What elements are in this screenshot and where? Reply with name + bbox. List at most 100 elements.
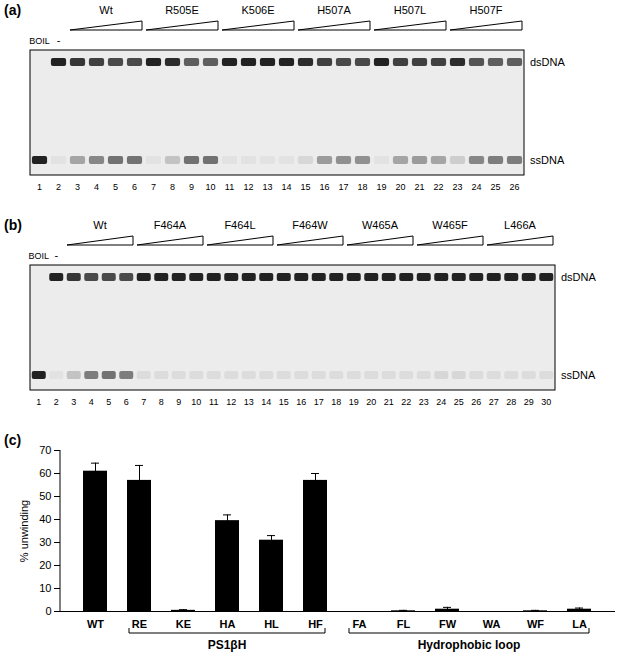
svg-text:7: 7 [151, 182, 156, 192]
svg-text:17: 17 [314, 397, 324, 407]
svg-text:27: 27 [489, 397, 499, 407]
svg-text:H507F: H507F [469, 4, 502, 16]
svg-text:-: - [57, 34, 61, 46]
svg-text:25: 25 [454, 397, 464, 407]
svg-text:14: 14 [261, 397, 271, 407]
svg-text:K506E: K506E [241, 4, 274, 16]
svg-text:14: 14 [281, 182, 291, 192]
svg-text:F464A: F464A [154, 219, 187, 231]
svg-text:26: 26 [509, 182, 519, 192]
svg-text:22: 22 [433, 182, 443, 192]
svg-text:19: 19 [349, 397, 359, 407]
svg-text:HL: HL [264, 618, 279, 630]
svg-text:23: 23 [419, 397, 429, 407]
svg-text:30: 30 [39, 536, 51, 548]
svg-text:W465A: W465A [362, 219, 399, 231]
svg-text:WT: WT [87, 618, 104, 630]
svg-text:24: 24 [471, 182, 481, 192]
svg-text:21: 21 [384, 397, 394, 407]
svg-text:F464W: F464W [292, 219, 328, 231]
svg-text:3: 3 [71, 397, 76, 407]
svg-text:3: 3 [75, 182, 80, 192]
svg-text:RE: RE [132, 618, 147, 630]
svg-text:4: 4 [94, 182, 99, 192]
svg-text:Hydrophobic loop: Hydrophobic loop [418, 638, 521, 652]
svg-text:WA: WA [483, 618, 501, 630]
svg-text:% unwinding: % unwinding [18, 500, 30, 562]
svg-text:13: 13 [244, 397, 254, 407]
svg-text:10: 10 [205, 182, 215, 192]
svg-text:FL: FL [397, 618, 411, 630]
svg-text:ssDNA: ssDNA [561, 369, 596, 381]
svg-text:5: 5 [113, 182, 118, 192]
svg-text:7: 7 [141, 397, 146, 407]
svg-text:50: 50 [39, 490, 51, 502]
svg-text:FW: FW [439, 618, 457, 630]
svg-text:12: 12 [243, 182, 253, 192]
svg-text:26: 26 [471, 397, 481, 407]
svg-text:23: 23 [452, 182, 462, 192]
svg-text:H507L: H507L [394, 4, 426, 16]
svg-text:30: 30 [541, 397, 551, 407]
svg-text:40: 40 [39, 513, 51, 525]
svg-text:dsDNA: dsDNA [530, 56, 566, 68]
svg-text:17: 17 [338, 182, 348, 192]
svg-text:24: 24 [436, 397, 446, 407]
svg-text:KE: KE [176, 618, 191, 630]
svg-text:20: 20 [395, 182, 405, 192]
svg-text:29: 29 [524, 397, 534, 407]
svg-text:18: 18 [357, 182, 367, 192]
svg-text:F464L: F464L [224, 219, 255, 231]
svg-text:16: 16 [319, 182, 329, 192]
svg-text:20: 20 [366, 397, 376, 407]
svg-text:2: 2 [56, 182, 61, 192]
svg-text:6: 6 [124, 397, 129, 407]
svg-text:BOIL: BOIL [28, 251, 49, 261]
svg-text:HF: HF [308, 618, 323, 630]
svg-text:R505E: R505E [165, 4, 199, 16]
svg-text:dsDNA: dsDNA [561, 271, 597, 283]
svg-text:0: 0 [45, 605, 51, 617]
svg-text:1: 1 [37, 182, 42, 192]
svg-text:21: 21 [414, 182, 424, 192]
svg-text:Wt: Wt [99, 4, 112, 16]
svg-text:15: 15 [279, 397, 289, 407]
svg-text:11: 11 [225, 182, 234, 192]
svg-text:13: 13 [262, 182, 272, 192]
svg-text:-: - [54, 249, 58, 261]
svg-text:9: 9 [176, 397, 181, 407]
svg-text:2: 2 [54, 397, 59, 407]
svg-text:W465F: W465F [432, 219, 468, 231]
svg-text:H507A: H507A [317, 4, 351, 16]
svg-text:16: 16 [296, 397, 306, 407]
svg-text:9: 9 [189, 182, 194, 192]
svg-text:28: 28 [506, 397, 516, 407]
svg-text:WF: WF [527, 618, 544, 630]
svg-text:8: 8 [159, 397, 164, 407]
svg-text:PS1βH: PS1βH [208, 638, 247, 652]
svg-text:18: 18 [331, 397, 341, 407]
svg-text:25: 25 [490, 182, 500, 192]
svg-text:60: 60 [39, 467, 51, 479]
svg-text:L466A: L466A [504, 219, 536, 231]
svg-text:8: 8 [170, 182, 175, 192]
svg-text:FA: FA [352, 618, 366, 630]
svg-text:19: 19 [376, 182, 386, 192]
svg-text:5: 5 [106, 397, 111, 407]
svg-text:ssDNA: ssDNA [530, 154, 565, 166]
svg-text:15: 15 [300, 182, 310, 192]
svg-text:4: 4 [89, 397, 94, 407]
svg-text:HA: HA [220, 618, 236, 630]
svg-text:10: 10 [39, 582, 51, 594]
svg-text:20: 20 [39, 559, 51, 571]
svg-text:12: 12 [226, 397, 236, 407]
svg-text:11: 11 [209, 397, 218, 407]
svg-text:70: 70 [39, 444, 51, 456]
svg-text:Wt: Wt [93, 219, 106, 231]
svg-text:10: 10 [191, 397, 201, 407]
svg-text:LA: LA [572, 618, 587, 630]
svg-text:6: 6 [132, 182, 137, 192]
svg-text:1: 1 [36, 397, 41, 407]
svg-text:BOIL: BOIL [29, 36, 50, 46]
svg-text:22: 22 [401, 397, 411, 407]
